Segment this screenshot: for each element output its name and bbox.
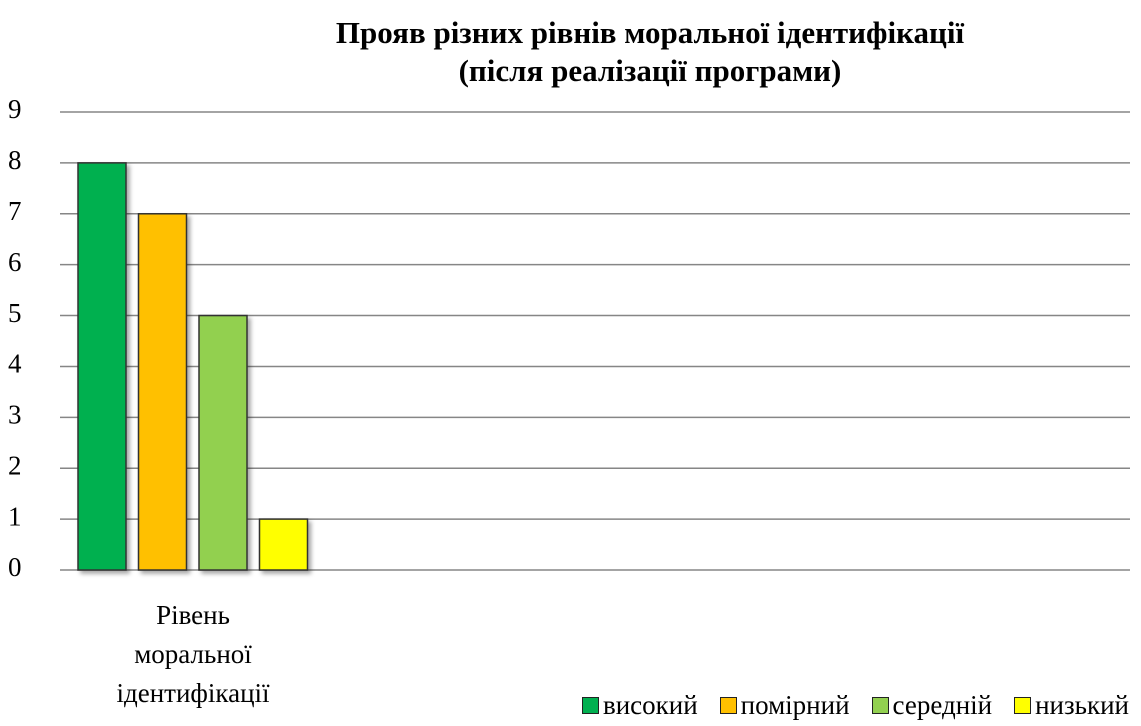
legend-item: низький bbox=[1014, 690, 1129, 720]
legend-item: високий bbox=[581, 690, 698, 720]
bar bbox=[77, 162, 127, 571]
bar bbox=[258, 518, 309, 571]
legend: високий помірний середній низький bbox=[581, 690, 1129, 720]
y-tick-label: 5 bbox=[8, 298, 22, 328]
y-tick-label: 8 bbox=[8, 145, 22, 175]
y-tick-label: 0 bbox=[8, 552, 22, 582]
legend-swatch bbox=[719, 696, 737, 714]
legend-item: середній bbox=[871, 690, 993, 720]
legend-label: середній bbox=[892, 690, 993, 720]
y-tick-label: 7 bbox=[8, 196, 22, 226]
bar bbox=[137, 213, 188, 571]
legend-item: помірний bbox=[719, 690, 850, 720]
bar bbox=[198, 314, 248, 571]
x-tick-label: Рівень моральної ідентифікації bbox=[116, 600, 270, 708]
y-tick-label: 2 bbox=[8, 450, 22, 480]
legend-label: низький bbox=[1035, 690, 1129, 720]
y-tick-label: 6 bbox=[8, 247, 22, 277]
y-tick-label: 4 bbox=[8, 349, 22, 379]
legend-label: помірний bbox=[740, 690, 850, 720]
chart-title: Прояв різних рівнів моральної ідентифіка… bbox=[335, 15, 965, 88]
legend-label: високий bbox=[602, 690, 698, 720]
legend-swatch bbox=[581, 696, 599, 714]
legend-swatch bbox=[1014, 696, 1032, 714]
y-tick-label: 9 bbox=[8, 94, 22, 124]
legend-swatch bbox=[871, 696, 889, 714]
y-tick-label: 1 bbox=[8, 501, 22, 531]
y-tick-label: 3 bbox=[8, 400, 22, 430]
